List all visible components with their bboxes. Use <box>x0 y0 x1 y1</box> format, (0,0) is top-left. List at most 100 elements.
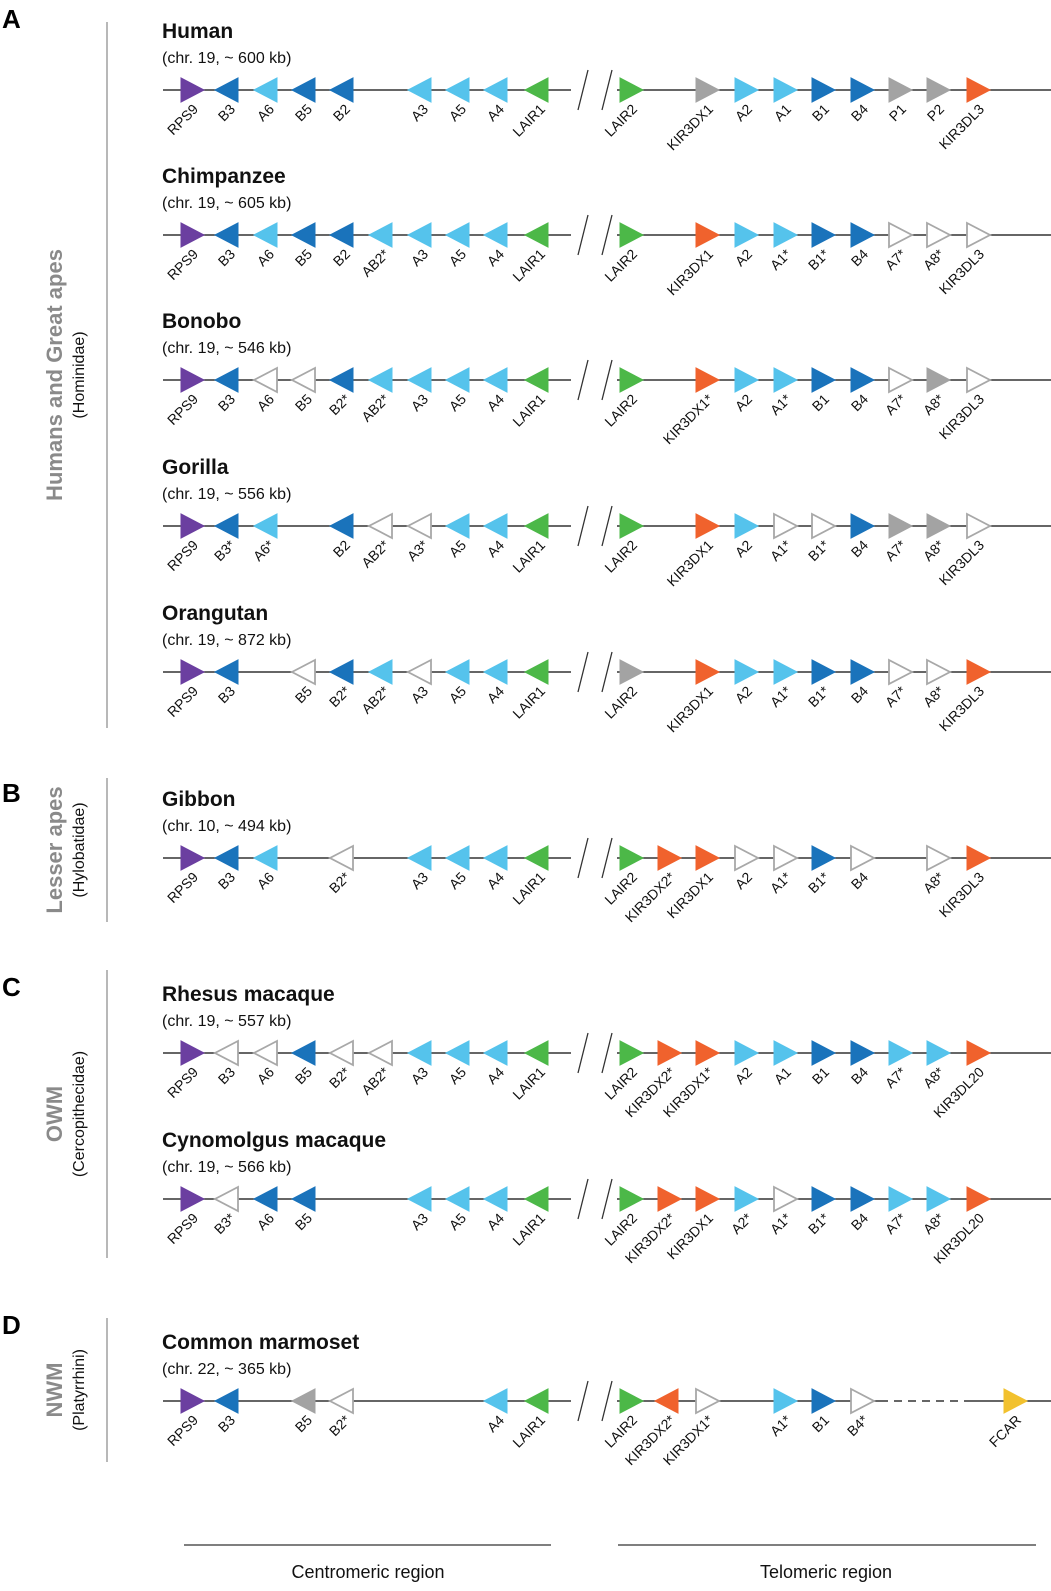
gene-marker-rps9 <box>180 845 206 871</box>
group-family: (Platyrrhini) <box>71 1349 88 1431</box>
gene-label-b4: B4 <box>848 1210 872 1234</box>
gene-label-b1: B1 <box>809 1412 833 1436</box>
gene-marker-b1-star <box>811 222 837 248</box>
gene-marker-b1 <box>811 1388 837 1414</box>
gene-marker-kir3dx2-star <box>657 1040 683 1066</box>
gene-label-rps9: RPS9 <box>164 1210 201 1247</box>
gene-label-b5: B5 <box>292 683 316 707</box>
gene-label-kir3dx1: KIR3DX1 <box>664 683 717 736</box>
gene-marker-kir3dx1-star <box>695 1387 721 1415</box>
gene-label-a8-star: A8* <box>920 536 948 564</box>
species-name: Orangutan <box>162 602 268 625</box>
gene-marker-lair2 <box>619 1040 645 1066</box>
panel-a: A Humans and Great apes (Hominidae) Human (c… <box>2 4 1051 735</box>
gene-label-a6: A6 <box>254 869 278 893</box>
gene-label-rps9: RPS9 <box>164 391 201 428</box>
species-row-bonobo: Bonobo (chr. 19, ~ 546 kb) RPS9 B3 A6 B5 B2* AB… <box>162 310 1051 447</box>
gene-label-a4: A4 <box>484 1210 508 1234</box>
gene-label-fcar: FCAR <box>986 1412 1024 1450</box>
gene-label-a3-star: A3* <box>404 536 432 564</box>
gene-marker-b1-star <box>811 659 837 685</box>
gene-marker-ab2-star <box>367 1039 393 1067</box>
gene-marker-a1-star <box>773 512 799 540</box>
gene-marker-b3 <box>213 1039 239 1067</box>
break-mark-2 <box>601 1032 613 1074</box>
gene-label-a2: A2 <box>732 537 756 561</box>
gene-marker-b4 <box>850 77 876 103</box>
gene-marker-a4 <box>482 845 508 871</box>
gene-label-a8-star: A8* <box>920 390 948 418</box>
gene-label-lair2: LAIR2 <box>601 683 640 722</box>
gene-label-b1: B1 <box>809 101 833 125</box>
gene-marker-b2-star <box>328 1387 354 1415</box>
gene-marker-a4 <box>482 1040 508 1066</box>
gene-marker-lair1 <box>523 1186 549 1212</box>
gene-label-a1-star: A1* <box>767 1411 795 1439</box>
gene-label-ab2-star: AB2* <box>358 536 392 570</box>
gene-label-a7-star: A7* <box>882 245 910 273</box>
centromeric-region-label: Centromeric region <box>291 1562 444 1582</box>
break-mark-2 <box>601 1380 613 1422</box>
gene-marker-kir3dx2-star <box>653 1388 679 1414</box>
gene-marker-kir3dl20 <box>966 1040 992 1066</box>
gene-marker-ab2-star <box>367 222 393 248</box>
gene-marker-p1 <box>888 77 914 103</box>
gene-label-lair1: LAIR1 <box>509 1412 548 1451</box>
break-mark-2 <box>601 214 613 256</box>
gene-marker-kir3dl3 <box>966 221 992 249</box>
gene-marker-a7-star <box>888 1186 914 1212</box>
gene-marker-b4 <box>850 1186 876 1212</box>
species-row-chimpanzee: Chimpanzee (chr. 19, ~ 605 kb) RPS9 B3 A6 B5 B… <box>162 165 1051 298</box>
gene-marker-a4 <box>482 77 508 103</box>
gene-label-lair2: LAIR2 <box>601 246 640 285</box>
species-chromosome-info: (chr. 19, ~ 556 kb) <box>162 486 291 503</box>
species-name: Cynomolgus macaque <box>162 1129 386 1152</box>
gene-label-b1-star: B1* <box>805 682 833 710</box>
gene-label-rps9: RPS9 <box>164 1064 201 1101</box>
gene-label-b5: B5 <box>292 101 316 125</box>
break-mark-1 <box>577 359 589 401</box>
gene-marker-b4 <box>850 367 876 393</box>
gene-marker-kir3dx1 <box>695 513 721 539</box>
panel-c: C OWM (Cercopithecidae) Rhesus macaque (chr.… <box>2 970 1051 1267</box>
gene-marker-a3-star <box>406 512 432 540</box>
species-name: Common marmoset <box>162 1331 359 1354</box>
gene-label-b2-star: B2* <box>326 682 354 710</box>
gene-label-a8-star: A8* <box>920 1063 948 1091</box>
gene-label-b2: B2 <box>330 537 354 561</box>
gene-label-a4: A4 <box>484 537 508 561</box>
species-name: Human <box>162 20 233 43</box>
gene-label-a1: A1 <box>771 1064 795 1088</box>
gene-marker-b4 <box>850 659 876 685</box>
gene-marker-a8-star <box>926 658 952 686</box>
gene-marker-b1 <box>811 77 837 103</box>
gene-label-lair1: LAIR1 <box>509 869 548 908</box>
gene-marker-b5 <box>290 222 316 248</box>
gene-marker-lair2 <box>619 1388 645 1414</box>
species-chromosome-info: (chr. 22, ~ 365 kb) <box>162 1361 291 1378</box>
gene-marker-a5 <box>444 1040 470 1066</box>
break-gap <box>571 852 617 864</box>
gene-marker-ab2-star <box>367 367 393 393</box>
gene-label-a4: A4 <box>484 683 508 707</box>
gene-marker-a5 <box>444 1186 470 1212</box>
gene-label-lair2: LAIR2 <box>601 101 640 140</box>
species-row-gorilla: Gorilla (chr. 19, ~ 556 kb) RPS9 B3* A6* B2 AB… <box>162 456 1051 589</box>
gene-marker-a1-star <box>773 1388 799 1414</box>
gene-marker-b3-star <box>213 513 239 539</box>
gene-label-a1-star: A1* <box>767 1209 795 1237</box>
break-mark-2 <box>601 505 613 547</box>
break-mark-2 <box>601 1178 613 1220</box>
gene-label-a1-star: A1* <box>767 245 795 273</box>
gene-marker-a2 <box>734 77 760 103</box>
gene-marker-lair2 <box>619 1186 645 1212</box>
gene-label-kir3dx1-star: KIR3DX1* <box>660 390 717 447</box>
gene-label-a5: A5 <box>446 683 470 707</box>
gene-label-lair1: LAIR1 <box>509 101 548 140</box>
gene-label-b4: B4 <box>848 391 872 415</box>
gene-label-b3-star: B3* <box>211 536 239 564</box>
group-name: NWM <box>42 1363 67 1418</box>
species-chromosome-info: (chr. 10, ~ 494 kb) <box>162 818 291 835</box>
gene-label-b3: B3 <box>215 869 239 893</box>
